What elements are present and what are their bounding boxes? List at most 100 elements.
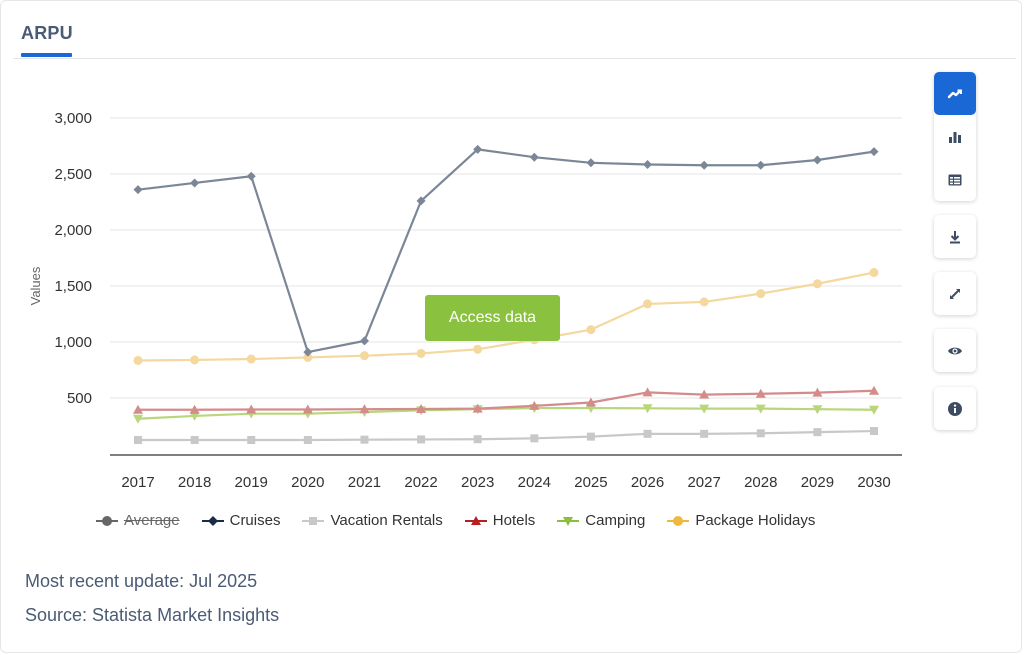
legend-label: Package Holidays	[695, 512, 816, 529]
download-button[interactable]	[934, 215, 976, 258]
data-point-vacation-rentals	[134, 436, 142, 444]
line-chart-icon[interactable]	[934, 72, 976, 115]
info-icon[interactable]	[934, 387, 976, 430]
x-tick-label: 2026	[631, 474, 664, 491]
data-point-package-holidays	[812, 279, 822, 289]
legend-item-package-holidays[interactable]: Package Holidays	[667, 512, 815, 529]
data-point-cruises	[529, 152, 539, 162]
legend-item-vacation-rentals[interactable]: Vacation Rentals	[302, 512, 443, 529]
legend-label: Vacation Rentals	[330, 512, 443, 529]
eye-icon[interactable]	[934, 329, 976, 372]
data-point-cruises	[699, 160, 709, 170]
x-tick-label: 2027	[687, 474, 720, 491]
legend-label: Hotels	[492, 512, 536, 529]
data-point-camping	[812, 405, 823, 415]
y-tick-label: 1,500	[54, 278, 92, 295]
data-point-cruises	[869, 147, 879, 157]
data-point-hotels	[585, 397, 596, 407]
x-tick-label: 2022	[404, 474, 437, 491]
info-button[interactable]	[934, 387, 976, 430]
data-point-camping	[642, 404, 653, 414]
data-point-camping	[189, 411, 200, 421]
legend-marker	[464, 515, 487, 525]
data-point-package-holidays	[643, 299, 653, 309]
tab-divider	[13, 58, 1016, 59]
download-icon[interactable]	[934, 215, 976, 258]
legend-marker	[667, 515, 690, 526]
legend-label: Cruises	[229, 512, 281, 529]
line-chart: 500 1,000 1,500 2,000 2,500 3,000 2017 2018 2019…	[28, 110, 902, 491]
last-update-text: Most recent update: Jul 2025	[25, 571, 258, 591]
data-point-hotels	[812, 387, 823, 397]
data-point-cruises	[133, 185, 143, 195]
legend-marker	[201, 515, 224, 526]
data-point-camping	[699, 404, 710, 414]
table-icon[interactable]	[934, 158, 976, 201]
data-point-package-holidays	[869, 268, 879, 278]
data-point-cruises	[359, 336, 369, 346]
data-point-package-holidays	[586, 325, 596, 335]
data-point-package-holidays	[699, 297, 709, 307]
data-point-package-holidays	[246, 354, 256, 364]
legend-marker	[557, 516, 580, 526]
data-point-hotels	[359, 404, 370, 414]
data-point-camping	[755, 404, 766, 414]
fullscreen-icon[interactable]	[934, 272, 976, 315]
data-point-package-holidays	[756, 289, 766, 299]
series-line-hotels	[138, 389, 875, 411]
data-point-vacation-rentals	[360, 435, 369, 444]
series-line-cruises	[137, 148, 875, 354]
y-tick-label: 2,000	[54, 222, 92, 239]
y-tick-label: 1,000	[54, 334, 92, 351]
data-point-package-holidays	[416, 348, 426, 358]
series-line-camping	[137, 406, 875, 420]
x-tick-label: 2029	[801, 474, 834, 491]
data-point-cruises	[190, 178, 200, 188]
data-point-vacation-rentals	[700, 429, 709, 438]
legend-item-hotels[interactable]: Hotels	[464, 512, 536, 529]
data-point-cruises	[416, 196, 426, 206]
chart-legend: Average Cruises Vacation Rentals Hotels Camp…	[96, 512, 837, 529]
legend-item-average[interactable]: Average	[96, 512, 180, 529]
data-point-vacation-rentals	[473, 435, 482, 444]
legend-item-cruises[interactable]: Cruises	[201, 512, 281, 529]
data-point-hotels	[699, 389, 710, 399]
tab-arpu[interactable]: ARPU	[21, 23, 73, 43]
x-tick-label: 2019	[235, 474, 268, 491]
data-point-vacation-rentals	[303, 436, 312, 444]
data-point-cruises	[246, 171, 256, 181]
data-point-vacation-rentals	[530, 434, 539, 443]
x-tick-label: 2021	[348, 474, 381, 491]
data-point-hotels	[246, 404, 257, 414]
bar-chart-icon[interactable]	[934, 115, 976, 158]
x-tick-label: 2025	[574, 474, 607, 491]
access-data-button[interactable]: Access data	[425, 295, 560, 341]
series-line-vacation-rentals	[138, 429, 875, 442]
legend-label: Average	[124, 512, 180, 529]
data-point-hotels	[189, 404, 200, 414]
legend-marker	[96, 515, 118, 526]
data-point-hotels	[472, 403, 483, 413]
data-point-hotels	[755, 388, 766, 398]
data-point-cruises	[643, 159, 653, 169]
x-tick-label: 2018	[178, 474, 211, 491]
data-point-cruises	[812, 155, 822, 165]
data-point-vacation-rentals	[643, 429, 652, 438]
data-point-hotels	[642, 387, 653, 397]
data-point-cruises	[756, 160, 766, 170]
data-point-package-holidays	[303, 352, 313, 362]
data-point-package-holidays	[359, 351, 369, 361]
x-tick-label: 2030	[857, 474, 890, 491]
data-point-hotels	[302, 404, 313, 414]
data-point-cruises	[586, 158, 596, 168]
data-point-vacation-rentals	[190, 436, 199, 444]
x-tick-label: 2023	[461, 474, 494, 491]
x-tick-label: 2028	[744, 474, 777, 491]
source-text: Source: Statista Market Insights	[25, 605, 280, 625]
fullscreen-button[interactable]	[934, 272, 976, 315]
data-point-vacation-rentals	[870, 427, 878, 436]
visibility-button[interactable]	[934, 329, 976, 372]
legend-item-camping[interactable]: Camping	[557, 512, 645, 529]
series-line-package-holidays	[137, 271, 875, 362]
data-point-cruises	[473, 144, 483, 154]
